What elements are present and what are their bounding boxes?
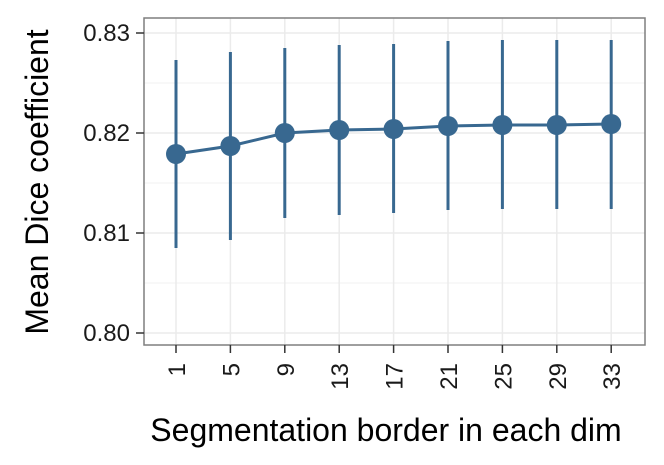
data-point — [329, 120, 350, 140]
panel-border — [143, 17, 646, 346]
y-axis-title: Mean Dice coefficient — [19, 29, 55, 334]
x-tick-label: 17 — [382, 363, 409, 390]
y-tick-label: 0.83 — [83, 20, 130, 47]
y-tick-label: 0.82 — [83, 120, 130, 147]
data-point — [274, 123, 295, 143]
x-tick-label: 13 — [327, 363, 354, 390]
data-point — [220, 136, 241, 156]
x-tick-label: 9 — [273, 363, 300, 376]
x-tick-label: 25 — [490, 363, 517, 390]
data-points — [166, 114, 622, 164]
data-point — [492, 115, 513, 135]
x-tick-label: 1 — [164, 363, 191, 376]
data-point — [438, 116, 458, 136]
x-axis-title: Segmentation border in each dim — [150, 412, 621, 448]
x-axis: 1 5 9 13 17 21 25 29 33 — [164, 345, 626, 390]
x-tick-label: 5 — [218, 363, 245, 376]
data-point — [546, 115, 567, 135]
y-tick-label: 0.80 — [83, 320, 130, 347]
data-point — [166, 144, 186, 164]
x-tick-label: 33 — [599, 363, 626, 390]
x-tick-label: 21 — [436, 363, 463, 390]
y-tick-label: 0.81 — [83, 220, 130, 247]
x-tick-label: 29 — [545, 363, 572, 390]
y-axis: 0.80 0.81 0.82 0.83 — [83, 20, 144, 347]
data-point — [383, 119, 404, 139]
data-point — [601, 114, 622, 134]
